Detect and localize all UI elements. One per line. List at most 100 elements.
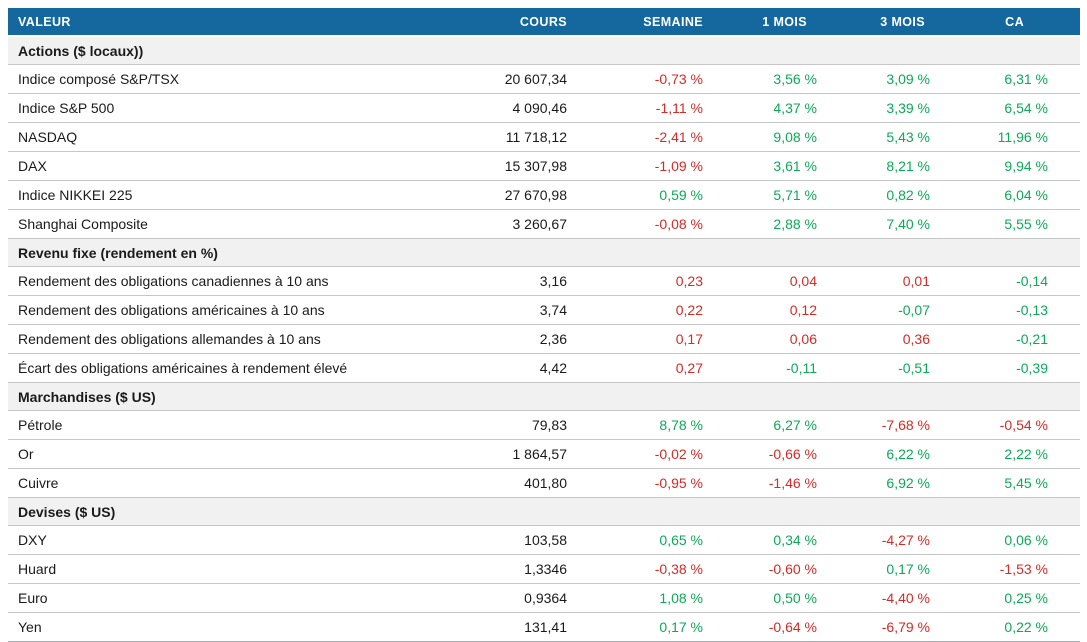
instrument-name: Rendement des obligations allemandes à 1… bbox=[8, 324, 478, 354]
section-title: Revenu fixe (rendement en %) bbox=[8, 238, 1080, 267]
change-cell-mois3: 0,01 bbox=[817, 266, 930, 296]
change-cell-semaine: -0,08 % bbox=[568, 209, 703, 239]
section-title: Marchandises ($ US) bbox=[8, 382, 1080, 411]
change-cell-mois3: 3,39 % bbox=[817, 93, 930, 123]
change-cell-mois3: 6,22 % bbox=[817, 439, 930, 469]
section-title: Actions ($ locaux)) bbox=[8, 36, 1080, 65]
change-cell-ca: 5,55 % bbox=[930, 209, 1080, 239]
price-cell: 131,41 bbox=[478, 612, 568, 642]
change-cell-semaine: -1,11 % bbox=[568, 93, 703, 123]
instrument-row: Écart des obligations américaines à rend… bbox=[8, 353, 1080, 383]
instrument-name: Euro bbox=[8, 583, 478, 613]
table-header-row: VALEUR COURS SEMAINE 1 MOIS 3 MOIS CA bbox=[8, 8, 1080, 37]
instrument-row: Shanghai Composite 3 260,67 -0,08 % 2,88 % 7… bbox=[8, 209, 1080, 239]
instrument-row: Cuivre 401,80 -0,95 % -1,46 % 6,92 % 5,45 % bbox=[8, 468, 1080, 498]
instrument-name: Rendement des obligations américaines à … bbox=[8, 295, 478, 325]
instrument-row: Rendement des obligations américaines à … bbox=[8, 295, 1080, 325]
change-cell-ca: -0,39 bbox=[930, 353, 1080, 383]
change-cell-ca: -0,13 bbox=[930, 295, 1080, 325]
change-cell-mois1: 6,27 % bbox=[703, 410, 817, 440]
change-cell-mois3: -0,51 bbox=[817, 353, 930, 383]
price-cell: 4 090,46 bbox=[478, 93, 568, 123]
instrument-row: Indice composé S&P/TSX 20 607,34 -0,73 % 3,… bbox=[8, 64, 1080, 94]
change-cell-mois1: 0,04 bbox=[703, 266, 817, 296]
change-cell-ca: 5,45 % bbox=[930, 468, 1080, 498]
column-header-cours: COURS bbox=[478, 8, 568, 37]
change-cell-mois1: 0,50 % bbox=[703, 583, 817, 613]
change-cell-semaine: -0,38 % bbox=[568, 554, 703, 584]
change-cell-mois3: 8,21 % bbox=[817, 151, 930, 181]
price-cell: 3,16 bbox=[478, 266, 568, 296]
change-cell-mois3: 6,92 % bbox=[817, 468, 930, 498]
change-cell-semaine: -1,09 % bbox=[568, 151, 703, 181]
table-body: Actions ($ locaux)) Indice composé S&P/TS… bbox=[8, 36, 1080, 642]
change-cell-ca: 11,96 % bbox=[930, 122, 1080, 152]
section-row: Revenu fixe (rendement en %) bbox=[8, 238, 1080, 267]
change-cell-semaine: -0,02 % bbox=[568, 439, 703, 469]
price-cell: 1,3346 bbox=[478, 554, 568, 584]
price-cell: 15 307,98 bbox=[478, 151, 568, 181]
change-cell-semaine: 0,17 bbox=[568, 324, 703, 354]
change-cell-semaine: 1,08 % bbox=[568, 583, 703, 613]
change-cell-mois3: 0,17 % bbox=[817, 554, 930, 584]
instrument-name: DAX bbox=[8, 151, 478, 181]
instrument-row: Rendement des obligations allemandes à 1… bbox=[8, 324, 1080, 354]
change-cell-mois3: -4,27 % bbox=[817, 525, 930, 555]
price-cell: 3,74 bbox=[478, 295, 568, 325]
change-cell-ca: 0,25 % bbox=[930, 583, 1080, 613]
change-cell-mois3: 5,43 % bbox=[817, 122, 930, 152]
price-cell: 401,80 bbox=[478, 468, 568, 498]
instrument-name: Indice composé S&P/TSX bbox=[8, 64, 478, 94]
change-cell-mois1: -0,11 bbox=[703, 353, 817, 383]
instrument-name: Écart des obligations américaines à rend… bbox=[8, 353, 478, 383]
price-cell: 2,36 bbox=[478, 324, 568, 354]
change-cell-mois1: 3,56 % bbox=[703, 64, 817, 94]
change-cell-ca: 6,54 % bbox=[930, 93, 1080, 123]
change-cell-semaine: -0,73 % bbox=[568, 64, 703, 94]
change-cell-ca: -0,54 % bbox=[930, 410, 1080, 440]
change-cell-ca: 9,94 % bbox=[930, 151, 1080, 181]
instrument-row: Rendement des obligations canadiennes à … bbox=[8, 266, 1080, 296]
section-row: Marchandises ($ US) bbox=[8, 382, 1080, 411]
instrument-name: Cuivre bbox=[8, 468, 478, 498]
price-cell: 103,58 bbox=[478, 525, 568, 555]
instrument-name: Indice NIKKEI 225 bbox=[8, 180, 478, 210]
instrument-name: Or bbox=[8, 439, 478, 469]
instrument-row: Indice NIKKEI 225 27 670,98 0,59 % 5,71 % 0,… bbox=[8, 180, 1080, 210]
price-cell: 11 718,12 bbox=[478, 122, 568, 152]
change-cell-semaine: 0,23 bbox=[568, 266, 703, 296]
change-cell-mois1: 2,88 % bbox=[703, 209, 817, 239]
change-cell-mois1: 0,12 bbox=[703, 295, 817, 325]
instrument-row: DAX 15 307,98 -1,09 % 3,61 % 8,21 % 9,94 % bbox=[8, 151, 1080, 181]
instrument-row: DXY 103,58 0,65 % 0,34 % -4,27 % 0,06 % bbox=[8, 525, 1080, 555]
instrument-row: Yen 131,41 0,17 % -0,64 % -6,79 % 0,22 % bbox=[8, 612, 1080, 642]
instrument-name: Yen bbox=[8, 612, 478, 642]
change-cell-mois1: -0,66 % bbox=[703, 439, 817, 469]
price-cell: 4,42 bbox=[478, 353, 568, 383]
column-header-semaine: SEMAINE bbox=[568, 8, 703, 37]
instrument-row: Pétrole 79,83 8,78 % 6,27 % -7,68 % -0,54 % bbox=[8, 410, 1080, 440]
section-title: Devises ($ US) bbox=[8, 497, 1080, 526]
change-cell-semaine: 0,27 bbox=[568, 353, 703, 383]
price-cell: 27 670,98 bbox=[478, 180, 568, 210]
instrument-name: Indice S&P 500 bbox=[8, 93, 478, 123]
change-cell-mois3: 0,82 % bbox=[817, 180, 930, 210]
change-cell-mois1: -0,60 % bbox=[703, 554, 817, 584]
column-header-ca: CA bbox=[930, 8, 1080, 37]
change-cell-mois1: 9,08 % bbox=[703, 122, 817, 152]
change-cell-ca: -1,53 % bbox=[930, 554, 1080, 584]
section-row: Devises ($ US) bbox=[8, 497, 1080, 526]
change-cell-mois1: 3,61 % bbox=[703, 151, 817, 181]
price-cell: 1 864,57 bbox=[478, 439, 568, 469]
change-cell-mois3: 0,36 bbox=[817, 324, 930, 354]
instrument-name: NASDAQ bbox=[8, 122, 478, 152]
instrument-row: Huard 1,3346 -0,38 % -0,60 % 0,17 % -1,53 % bbox=[8, 554, 1080, 584]
instrument-name: Shanghai Composite bbox=[8, 209, 478, 239]
change-cell-mois3: 3,09 % bbox=[817, 64, 930, 94]
change-cell-semaine: 8,78 % bbox=[568, 410, 703, 440]
instrument-name: Huard bbox=[8, 554, 478, 584]
change-cell-ca: -0,21 bbox=[930, 324, 1080, 354]
change-cell-mois3: -7,68 % bbox=[817, 410, 930, 440]
section-row: Actions ($ locaux)) bbox=[8, 36, 1080, 65]
